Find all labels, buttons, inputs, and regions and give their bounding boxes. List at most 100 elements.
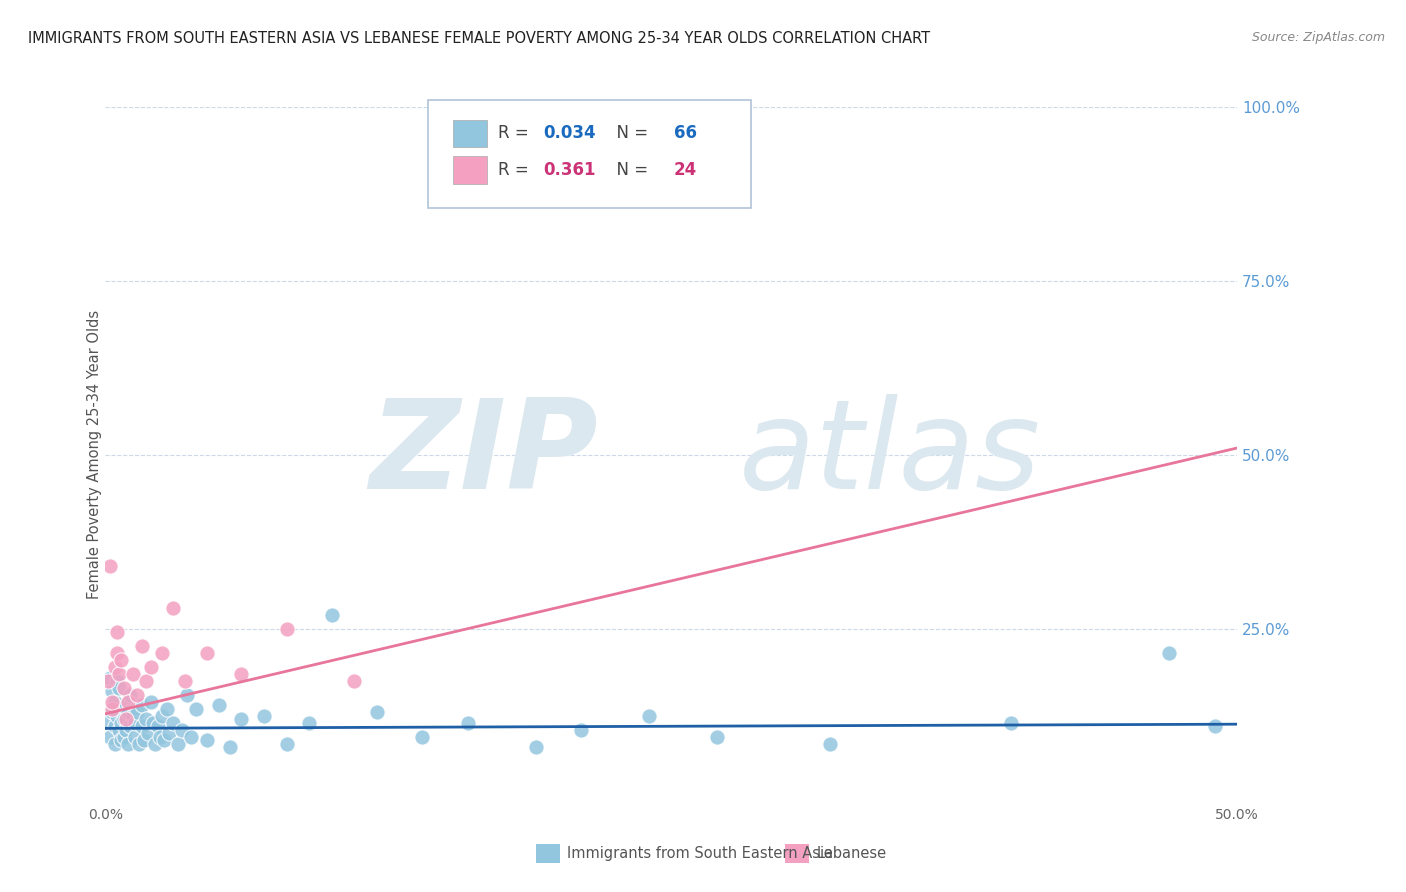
Bar — [453, 120, 486, 147]
Text: IMMIGRANTS FROM SOUTH EASTERN ASIA VS LEBANESE FEMALE POVERTY AMONG 25-34 YEAR O: IMMIGRANTS FROM SOUTH EASTERN ASIA VS LE… — [28, 31, 931, 46]
Point — [139, 695, 162, 709]
Point — [97, 674, 120, 689]
Point — [172, 723, 194, 737]
Point — [366, 706, 388, 720]
Point — [105, 646, 128, 660]
Point — [143, 737, 166, 751]
Point — [135, 674, 157, 689]
Text: Source: ZipAtlas.com: Source: ZipAtlas.com — [1251, 31, 1385, 45]
FancyBboxPatch shape — [427, 100, 751, 208]
Point — [524, 740, 547, 755]
Text: 0.361: 0.361 — [544, 161, 596, 178]
Point — [1000, 715, 1022, 730]
Point — [131, 698, 153, 713]
Point — [132, 733, 155, 747]
Point — [219, 740, 242, 755]
Point — [121, 667, 143, 681]
Point — [124, 730, 146, 744]
Point — [108, 723, 131, 737]
Text: R =: R = — [498, 125, 534, 143]
Point — [637, 708, 659, 723]
Point — [276, 622, 298, 636]
Point — [101, 702, 124, 716]
Point — [117, 695, 139, 709]
Point — [155, 702, 177, 716]
Point — [101, 684, 124, 698]
Text: 24: 24 — [673, 161, 697, 178]
Point — [124, 715, 146, 730]
Bar — [785, 844, 810, 863]
Point — [128, 737, 150, 751]
Point — [1159, 646, 1181, 660]
Point — [343, 674, 366, 689]
Point — [167, 737, 190, 751]
Text: atlas: atlas — [740, 394, 1042, 516]
Point — [138, 726, 160, 740]
Point — [112, 681, 135, 695]
Point — [180, 730, 202, 744]
Point — [114, 712, 136, 726]
Point — [173, 674, 195, 689]
Point — [98, 559, 121, 574]
Point — [184, 702, 207, 716]
Point — [321, 607, 343, 622]
Bar — [536, 844, 561, 863]
Point — [121, 708, 143, 723]
Text: R =: R = — [498, 161, 534, 178]
Text: ZIP: ZIP — [368, 394, 598, 516]
Point — [162, 715, 184, 730]
Point — [127, 688, 149, 702]
Point — [108, 681, 131, 695]
Point — [103, 695, 125, 709]
Text: N =: N = — [606, 161, 654, 178]
Point — [112, 730, 135, 744]
Point — [110, 653, 132, 667]
Point — [98, 671, 121, 685]
Point — [103, 719, 125, 733]
Point — [97, 715, 120, 730]
Point — [1204, 719, 1226, 733]
Point — [150, 646, 173, 660]
Point — [276, 737, 298, 751]
Point — [139, 660, 162, 674]
Point — [142, 715, 165, 730]
Point — [176, 688, 198, 702]
Point — [103, 737, 125, 751]
Point — [120, 719, 142, 733]
Point — [195, 646, 218, 660]
Point — [114, 698, 136, 713]
Point — [162, 601, 184, 615]
Text: Lebanese: Lebanese — [817, 847, 886, 861]
Point — [105, 708, 128, 723]
Point — [101, 706, 124, 720]
Point — [131, 719, 153, 733]
Point — [101, 695, 124, 709]
Point — [706, 730, 728, 744]
Point — [569, 723, 592, 737]
Point — [117, 737, 139, 751]
Text: 0.034: 0.034 — [544, 125, 596, 143]
Point — [105, 674, 128, 689]
Point — [149, 730, 172, 744]
Bar — [453, 156, 486, 184]
Point — [108, 667, 131, 681]
Point — [114, 723, 136, 737]
Point — [112, 712, 135, 726]
Point — [195, 733, 218, 747]
Point — [105, 625, 128, 640]
Point — [110, 733, 132, 747]
Y-axis label: Female Poverty Among 25-34 Year Olds: Female Poverty Among 25-34 Year Olds — [87, 310, 101, 599]
Point — [457, 715, 479, 730]
Point — [127, 706, 149, 720]
Text: 66: 66 — [673, 125, 696, 143]
Point — [150, 708, 173, 723]
Point — [98, 730, 121, 744]
Point — [131, 639, 153, 653]
Point — [253, 708, 276, 723]
Point — [117, 706, 139, 720]
Point — [157, 726, 180, 740]
Text: N =: N = — [606, 125, 654, 143]
Point — [103, 660, 125, 674]
Point — [818, 737, 841, 751]
Point — [146, 719, 169, 733]
